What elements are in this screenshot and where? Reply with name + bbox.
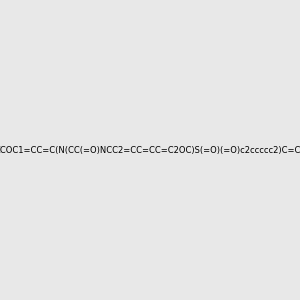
- Text: CCOC1=CC=C(N(CC(=O)NCC2=CC=CC=C2OC)S(=O)(=O)c2ccccc2)C=C1: CCOC1=CC=C(N(CC(=O)NCC2=CC=CC=C2OC)S(=O)…: [0, 146, 300, 154]
